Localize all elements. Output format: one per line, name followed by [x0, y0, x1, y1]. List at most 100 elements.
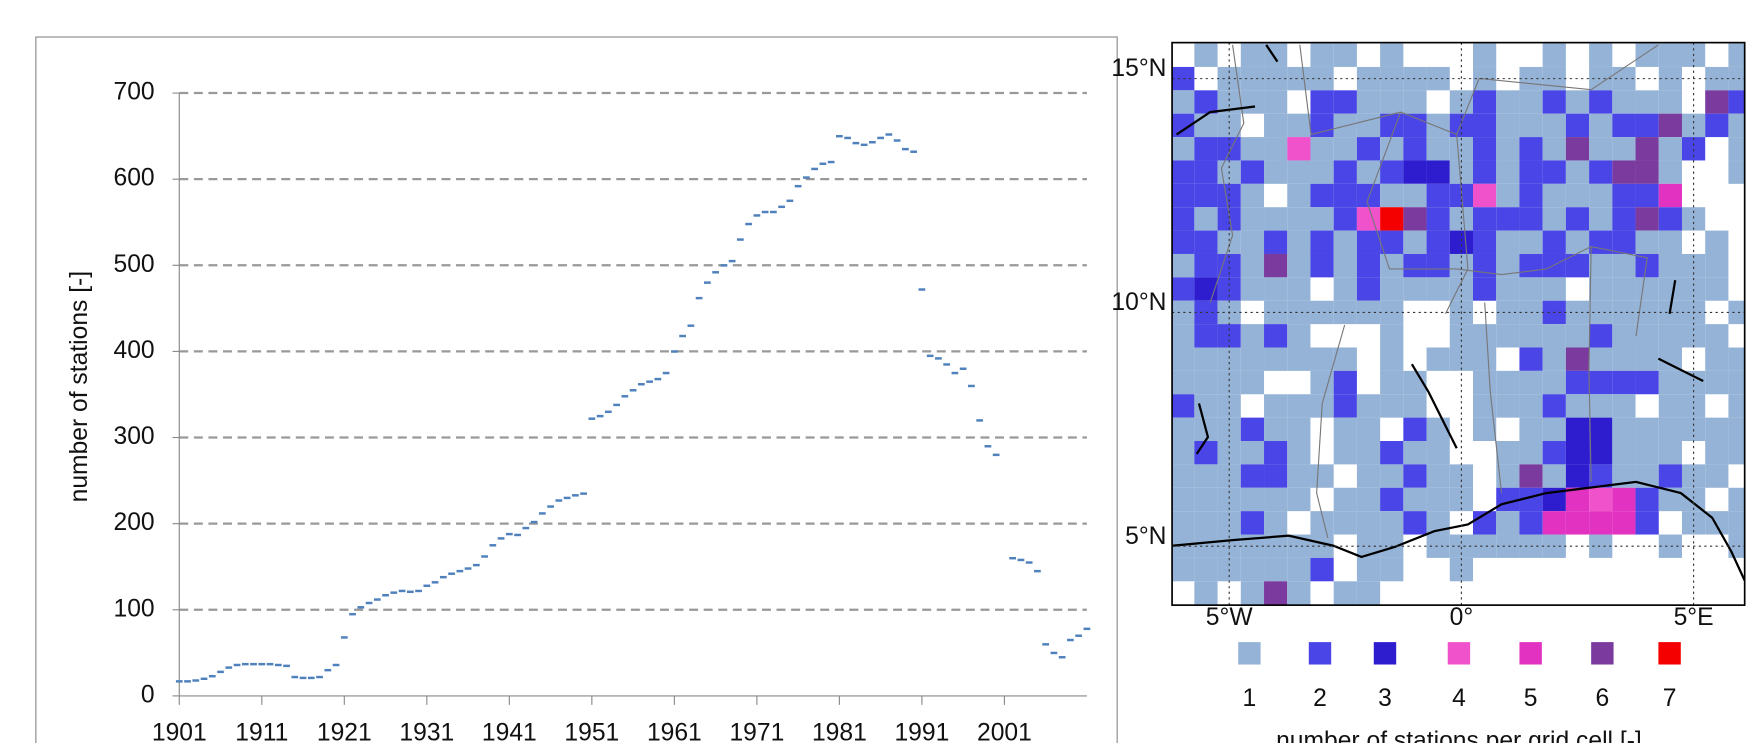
- data-point: [431, 581, 439, 584]
- map-cell: [1635, 183, 1659, 208]
- legend-title: number of stations per grid cell [-]: [1276, 727, 1642, 743]
- map-cell: [1380, 277, 1404, 301]
- map-cell: [1264, 277, 1288, 301]
- map-cell: [1217, 207, 1241, 231]
- map-cell: [1728, 347, 1745, 371]
- map-cell: [1264, 534, 1288, 558]
- map-cell: [1426, 464, 1450, 488]
- map-cell: [1310, 137, 1334, 161]
- map-cell: [1519, 441, 1543, 465]
- map-cell: [1612, 300, 1636, 325]
- map-cell: [1240, 277, 1265, 301]
- map-cell: [1542, 324, 1566, 348]
- map-cell: [1565, 324, 1590, 348]
- map-cell: [1658, 90, 1682, 114]
- y-tick-label: 10°N: [1111, 289, 1166, 316]
- map-cell: [1496, 183, 1520, 208]
- map-cell: [1172, 441, 1195, 465]
- map-cell: [1589, 113, 1613, 138]
- map-cell: [1287, 300, 1311, 325]
- map-cell: [1217, 347, 1241, 371]
- map-cell: [1264, 487, 1288, 512]
- map-cell: [1658, 417, 1682, 442]
- map-cell: [1356, 90, 1381, 114]
- map-cell: [1542, 370, 1566, 395]
- data-point: [530, 520, 538, 524]
- map-cell: [1705, 464, 1729, 488]
- map-cell: [1287, 347, 1311, 371]
- map-cell: [1612, 394, 1636, 418]
- map-cell: [1333, 394, 1357, 418]
- map-cell: [1449, 347, 1474, 371]
- data-point: [637, 383, 645, 386]
- map-cell: [1310, 253, 1334, 278]
- map-cell: [1542, 464, 1566, 488]
- map-cell: [1542, 394, 1566, 418]
- map-cell: [1310, 90, 1334, 114]
- map-cell: [1542, 43, 1566, 67]
- map-cell: [1473, 417, 1497, 442]
- map-cell: [1612, 441, 1636, 465]
- map-cell: [1519, 253, 1543, 278]
- map-cell: [1658, 43, 1682, 67]
- map-cell: [1635, 90, 1659, 114]
- data-point: [803, 176, 810, 179]
- map-cell: [1542, 137, 1566, 161]
- map-cell: [1426, 183, 1450, 208]
- data-point: [332, 663, 340, 667]
- data-point: [819, 162, 827, 166]
- map-cell: [1589, 347, 1613, 371]
- map-cell: [1287, 183, 1311, 208]
- map-cell: [1658, 207, 1682, 231]
- data-point: [662, 371, 670, 375]
- map-cell: [1403, 441, 1427, 465]
- data-point: [283, 664, 290, 668]
- map-cell: [1496, 370, 1520, 395]
- map-cell: [1333, 511, 1357, 535]
- map-cell: [1426, 66, 1450, 91]
- data-point: [505, 532, 513, 536]
- data-point: [720, 264, 728, 267]
- map-cell: [1635, 113, 1659, 138]
- data-point: [745, 222, 752, 226]
- map-cell: [1705, 277, 1729, 301]
- data-point: [852, 141, 860, 145]
- map-cell: [1635, 347, 1659, 371]
- data-point: [811, 167, 818, 171]
- map-cell: [1635, 160, 1659, 184]
- map-cell: [1728, 300, 1745, 325]
- map-cell: [1496, 534, 1520, 558]
- map-cell: [1635, 487, 1659, 512]
- map-cell: [1519, 370, 1543, 395]
- map-cell: [1217, 113, 1241, 138]
- legend-swatch: [1519, 642, 1542, 665]
- data-point: [439, 575, 447, 579]
- map-cell: [1403, 487, 1427, 512]
- map-cell: [1380, 347, 1404, 371]
- map-cell: [1264, 581, 1288, 605]
- map-cell: [1194, 277, 1218, 301]
- y-tick-label: 600: [114, 165, 155, 192]
- map-cell: [1565, 511, 1590, 535]
- map-cell: [1287, 394, 1311, 418]
- map-cell: [1380, 441, 1404, 465]
- map-cell: [1333, 441, 1357, 465]
- map-cell: [1612, 511, 1636, 535]
- map-cell: [1240, 511, 1265, 535]
- map-cell: [1240, 441, 1265, 465]
- data-point: [629, 389, 637, 392]
- map-cell: [1287, 137, 1311, 161]
- data-point: [951, 371, 959, 375]
- map-cell: [1658, 347, 1682, 371]
- map-cell: [1728, 43, 1745, 67]
- data-point: [563, 496, 571, 500]
- y-tick-label: 300: [114, 423, 155, 450]
- map-cell: [1172, 230, 1195, 254]
- map-cell: [1172, 417, 1195, 442]
- legend-label: 3: [1378, 685, 1392, 712]
- map-cell: [1287, 230, 1311, 254]
- map-cell: [1333, 300, 1357, 325]
- data-point: [555, 499, 563, 502]
- map-cell: [1473, 113, 1497, 138]
- map-cell: [1194, 324, 1218, 348]
